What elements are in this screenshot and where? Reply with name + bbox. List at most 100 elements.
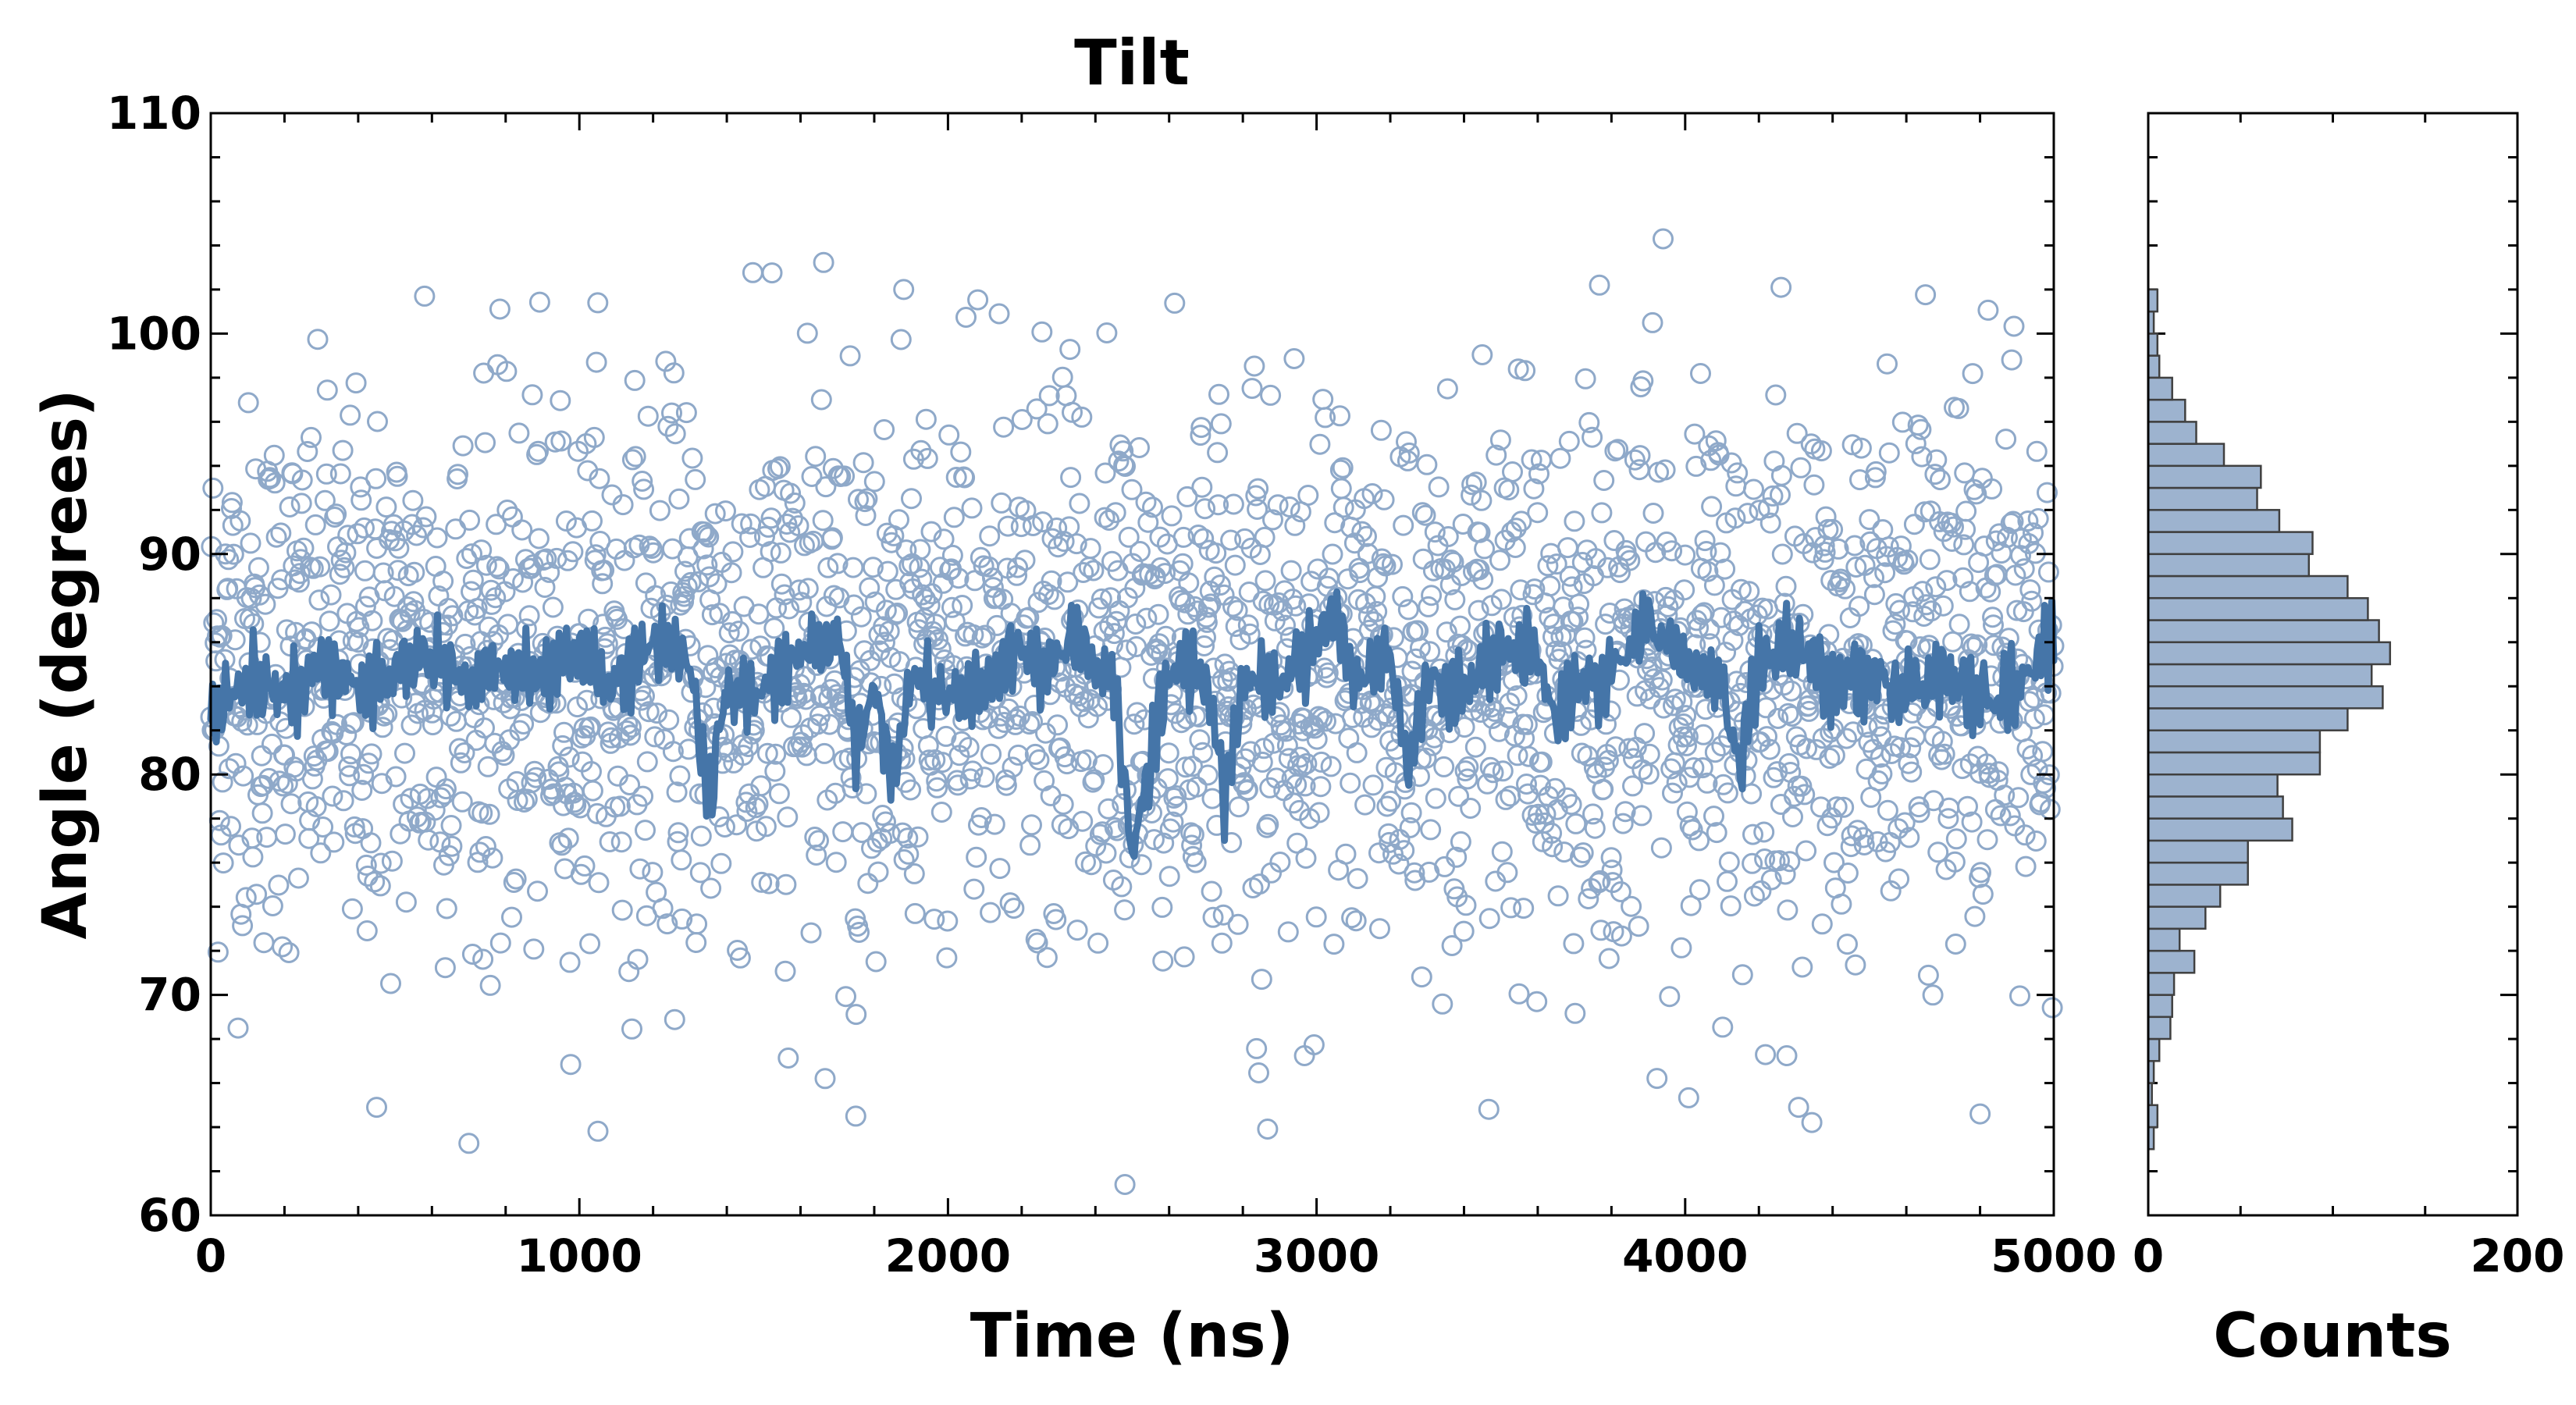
scatter-point [1779,851,1801,873]
scatter-point [1572,842,1594,864]
scatter-point [1194,498,1216,520]
scatter-point [1380,790,1402,812]
scatter-point [1450,831,1471,852]
scatter-point [1678,1087,1699,1108]
scatter-point [1199,580,1221,602]
scatter-point [825,852,847,873]
scatter-point [272,936,294,958]
scatter-point [1457,756,1479,777]
scatter-point [585,351,607,373]
scatter-point [2000,513,2022,534]
scatter-point [656,913,678,935]
scatter-point [980,902,1002,923]
scatter-point [1618,738,1640,759]
scatter-point [1510,510,1532,532]
scatter-point [1296,752,1318,774]
scatter-point [1236,779,1258,801]
scatter-point [1610,881,1631,902]
scatter-point [1414,504,1436,526]
scatter-point [565,795,587,816]
scatter-point [1155,563,1176,585]
scatter-point [1366,601,1388,622]
scatter-point [1574,627,1596,649]
scatter-point [1953,534,1975,556]
scatter-point [2001,349,2023,371]
scatter-point [1433,756,1455,777]
scatter-point [1788,1097,1809,1119]
scatter-point [1601,859,1623,881]
scatter-point [1663,752,1685,774]
scatter-point [1541,822,1563,844]
scatter-point [1874,562,1896,584]
scatter-point [287,867,309,889]
scatter-point [426,527,448,549]
scatter-point [1279,496,1300,518]
scatter-point [1934,743,1955,765]
scatter-point [1491,841,1513,863]
scatter-point [1718,851,1740,873]
scatter-point [394,742,415,764]
scatter-point [982,567,1003,589]
scatter-point [1715,642,1737,663]
scatter-point [674,560,696,582]
scatter-point [1714,558,1736,580]
scatter-point [927,777,948,799]
scatter-point [855,505,877,526]
scatter-point [1674,544,1696,566]
scatter-point [469,841,491,863]
scatter-point [562,541,584,563]
scatter-point [1059,516,1080,538]
scatter-point [1121,478,1143,500]
scatter-point [1499,692,1521,714]
scatter-point [1692,724,1714,745]
scatter-point [1791,956,1813,978]
scatter-point [280,793,302,815]
scatter-point [768,783,790,805]
scatter-point [395,891,417,913]
scatter-point [1755,1044,1777,1065]
scatter-point [1703,574,1725,596]
scatter-point [1398,442,1420,464]
scatter-point [1823,745,1845,767]
scatter-point [843,594,865,616]
scatter-point [1987,761,2009,783]
scatter-point [1955,500,1977,522]
scatter-point [582,510,603,532]
scatter-point [1681,819,1703,841]
scatter-point [448,738,470,759]
scatter-point [1085,835,1107,857]
scatter-point [1865,461,1887,482]
scatter-point [1332,457,1354,478]
scatter-point [1877,353,1898,375]
scatter-point [1126,702,1148,724]
scatter-point [2013,558,2035,580]
scatter-point [217,578,239,599]
scatter-point [1022,515,1044,536]
scatter-point [930,638,952,660]
histogram-bar [2147,839,2249,864]
scatter-point [1166,795,1188,817]
scatter-point [722,541,744,563]
scatter-point [720,562,742,584]
scatter-point [1092,754,1114,776]
scatter-point [1727,462,1749,484]
scatter-point [1537,555,1559,577]
scatter-point [1269,852,1291,873]
scatter-point [636,751,658,773]
scatter-point [1900,737,1922,759]
scatter-point [1932,595,1954,617]
scatter-point [1500,785,1521,807]
y-tick-label: 60 [138,1189,201,1242]
scatter-point [1941,531,1963,552]
scatter-point [742,261,763,283]
scatter-point [471,539,493,561]
scatter-point [791,592,813,614]
scatter-point [1516,774,1537,795]
scatter-point [1909,802,1930,823]
scatter-point [505,868,527,890]
scatter-point [1887,546,1909,568]
scatter-point [1003,898,1025,919]
scatter-point [1561,576,1583,598]
scatter-point [955,625,976,647]
scatter-point [1267,494,1289,516]
